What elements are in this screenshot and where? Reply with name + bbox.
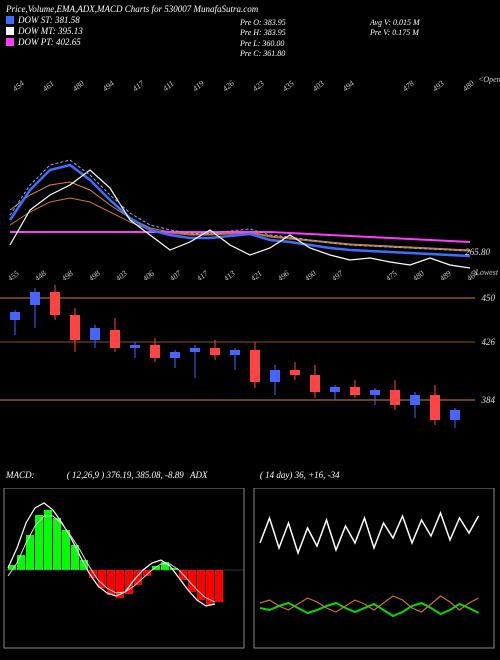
svg-text:419: 419	[191, 79, 206, 94]
svg-text:265.80: 265.80	[465, 247, 490, 257]
svg-text:421: 421	[249, 269, 264, 280]
x-axis-top: 454 461 480 494 417 411 419 426 423 435 403 494 478 4…	[0, 70, 500, 96]
svg-text:423: 423	[251, 79, 266, 94]
macd-label: MACD:	[6, 470, 35, 480]
svg-text:461: 461	[41, 79, 56, 94]
svg-text:496: 496	[276, 269, 291, 280]
svg-text:494: 494	[101, 79, 116, 94]
svg-text:426: 426	[482, 337, 496, 347]
svg-text:403: 403	[311, 79, 326, 94]
adx-label-inline: ADX	[190, 470, 208, 480]
svg-text:489: 489	[438, 269, 453, 280]
svg-text:<Lowest: <Lowest	[470, 268, 499, 277]
svg-text:403: 403	[114, 269, 129, 280]
candlestick-panel: 450 426 384	[0, 280, 500, 440]
svg-text:480: 480	[461, 79, 476, 94]
svg-text:498: 498	[87, 269, 102, 280]
svg-text:493: 493	[431, 79, 446, 94]
svg-text:426: 426	[221, 79, 236, 94]
svg-text:490: 490	[303, 269, 318, 280]
svg-text:417: 417	[131, 78, 147, 93]
svg-text:480: 480	[411, 269, 426, 280]
svg-text:498: 498	[60, 269, 75, 280]
svg-text:478: 478	[401, 79, 416, 94]
svg-text:480: 480	[71, 79, 86, 94]
price-info-left: Pre O: 383.95Pre H: 383.95Pre L: 360.00P…	[240, 18, 286, 60]
price-info-right: Avg V: 0.015 MPre V: 0.175 M	[370, 18, 420, 39]
svg-text:475: 475	[384, 269, 399, 280]
adx-params: ( 14 day) 36, +16, -34	[260, 470, 340, 480]
macd-params: ( 12,26,9 ) 376.19, 385.08, -8.89	[67, 470, 184, 480]
svg-text:407: 407	[168, 268, 184, 280]
chart-title: Price,Volume,EMA,ADX,MACD Charts for 530…	[6, 4, 494, 14]
svg-text:455: 455	[6, 269, 21, 280]
svg-text:450: 450	[482, 293, 496, 303]
ema-panel: 265.80 455 448 498 498 403 406 407 417 413 421 496 4…	[0, 100, 500, 280]
svg-text:435: 435	[281, 79, 296, 94]
svg-text:<Open: <Open	[478, 75, 500, 84]
svg-text:454: 454	[11, 79, 26, 94]
svg-text:413: 413	[222, 269, 237, 280]
svg-text:406: 406	[141, 269, 156, 280]
svg-text:497: 497	[330, 268, 346, 280]
svg-text:494: 494	[341, 79, 356, 94]
svg-text:411: 411	[161, 79, 176, 93]
svg-text:384: 384	[481, 395, 496, 405]
svg-text:417: 417	[195, 268, 211, 280]
svg-text:448: 448	[33, 269, 48, 280]
macd-adx-panel	[0, 488, 500, 653]
